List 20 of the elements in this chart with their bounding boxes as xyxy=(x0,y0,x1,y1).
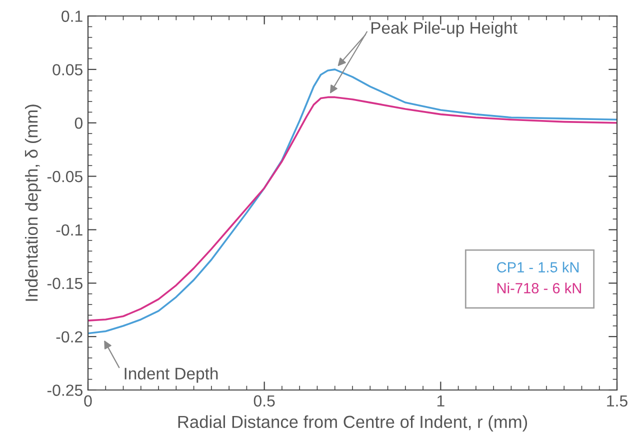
annotation: Indent Depth xyxy=(124,367,218,383)
y-tick-label: 0.05 xyxy=(52,64,82,76)
y-tick-label: -0.15 xyxy=(47,278,82,290)
text: Ni-718 - 6 kN xyxy=(497,282,581,294)
text: CP1 - 1.5 kN xyxy=(497,262,579,272)
y-tick-label: -0.2 xyxy=(56,331,82,343)
y-tick-label: -0.05 xyxy=(47,170,82,182)
y-tick-label: 0 xyxy=(74,117,83,129)
x-tick-label: 1 xyxy=(437,395,444,406)
annotation: Peak Pile-up Height xyxy=(372,22,518,38)
x-tick-label: 0.5 xyxy=(254,395,275,407)
y-axis-title: Indentation depth, δ (mm) xyxy=(25,104,42,301)
y-tick-label: -0.1 xyxy=(56,224,82,236)
y-tick-label: 0.1 xyxy=(62,10,82,22)
line-series xyxy=(88,68,617,334)
line-series xyxy=(88,96,617,322)
x-tick-label: 0 xyxy=(84,395,92,407)
y-tick-label: -0.25 xyxy=(47,384,82,396)
x-tick-label: 1.5 xyxy=(607,395,628,407)
x-axis-title: Radial Distance from Centre of Indent, r (mm) xyxy=(178,415,528,432)
